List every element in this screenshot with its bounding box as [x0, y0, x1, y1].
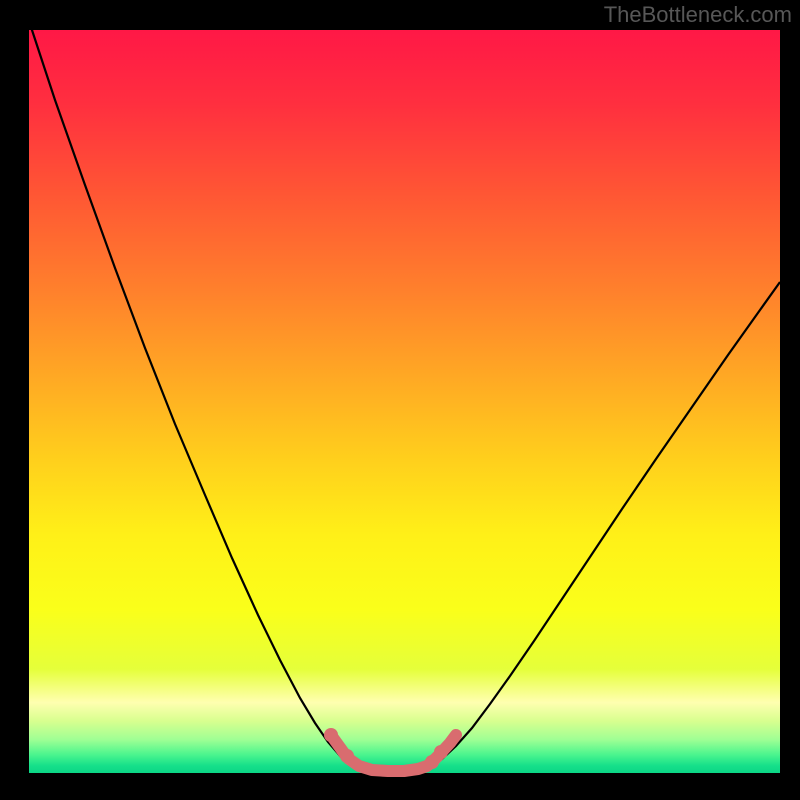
bottleneck-chart — [0, 0, 800, 800]
watermark-text: TheBottleneck.com — [604, 2, 792, 28]
plot-background — [29, 30, 780, 773]
chart-container: TheBottleneck.com — [0, 0, 800, 800]
